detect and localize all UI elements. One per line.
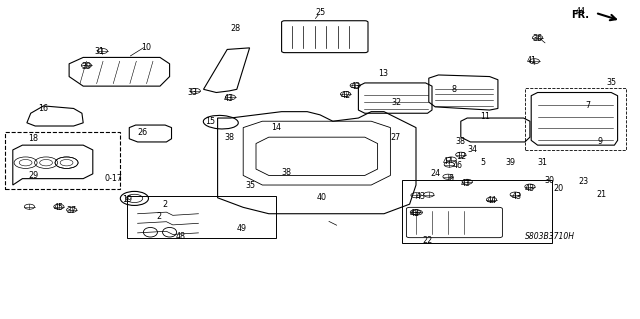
- Text: 12: 12: [456, 152, 466, 161]
- Text: 21: 21: [596, 190, 607, 199]
- Text: 5: 5: [481, 158, 486, 167]
- Text: 19: 19: [122, 195, 132, 204]
- Text: 30: 30: [544, 176, 554, 185]
- Text: 41: 41: [526, 56, 536, 65]
- Text: 39: 39: [506, 158, 516, 167]
- Text: 11: 11: [480, 112, 490, 121]
- Text: 43: 43: [416, 192, 426, 201]
- Text: 43: 43: [410, 209, 420, 218]
- Text: 35: 35: [246, 181, 256, 190]
- Text: 10: 10: [141, 43, 151, 52]
- Text: 43: 43: [512, 192, 522, 201]
- Text: 13: 13: [378, 69, 388, 78]
- Text: 38: 38: [282, 168, 292, 177]
- Text: 43: 43: [525, 184, 535, 193]
- Text: 26: 26: [137, 128, 147, 137]
- Text: 42: 42: [340, 91, 351, 100]
- Text: 18: 18: [28, 134, 38, 143]
- Text: 25: 25: [315, 8, 325, 17]
- Text: 0-17: 0-17: [105, 174, 123, 183]
- Text: 36: 36: [532, 34, 543, 43]
- Text: 8: 8: [452, 85, 457, 94]
- Text: 39: 39: [81, 63, 92, 71]
- Text: 28: 28: [230, 24, 241, 33]
- Text: 40: 40: [316, 193, 326, 202]
- Text: 38: 38: [456, 137, 466, 146]
- Text: 31: 31: [538, 158, 548, 167]
- Text: 44: 44: [486, 197, 497, 205]
- Text: 29: 29: [28, 171, 38, 180]
- Text: 20: 20: [553, 184, 563, 193]
- Text: 43: 43: [224, 94, 234, 103]
- Text: 38: 38: [224, 133, 234, 142]
- Text: 23: 23: [579, 177, 589, 186]
- Text: 44: 44: [576, 7, 586, 16]
- Text: 46: 46: [452, 161, 463, 170]
- Text: 2: 2: [163, 200, 168, 209]
- Text: 47: 47: [443, 157, 453, 166]
- Bar: [525, 88, 626, 150]
- Text: 43: 43: [461, 179, 471, 188]
- Text: 33: 33: [187, 88, 197, 97]
- Text: S803B3710H: S803B3710H: [525, 232, 575, 241]
- Text: 14: 14: [271, 123, 282, 132]
- Text: 7: 7: [585, 101, 590, 110]
- Text: 31: 31: [94, 47, 104, 56]
- Text: 32: 32: [392, 98, 402, 107]
- Text: FR.: FR.: [571, 10, 589, 20]
- Text: 22: 22: [422, 236, 433, 245]
- Text: 6: 6: [449, 174, 454, 183]
- Text: 15: 15: [205, 117, 215, 126]
- Text: 27: 27: [390, 133, 401, 142]
- Text: 34: 34: [467, 145, 477, 154]
- Text: 49: 49: [237, 224, 247, 233]
- Text: 48: 48: [175, 232, 186, 241]
- Text: 45: 45: [54, 203, 64, 212]
- Text: 37: 37: [67, 206, 77, 215]
- Text: 2: 2: [156, 212, 161, 221]
- Text: 16: 16: [38, 104, 49, 113]
- Text: 43: 43: [350, 82, 360, 91]
- Text: 35: 35: [606, 78, 616, 87]
- Text: 24: 24: [430, 169, 440, 178]
- Text: 9: 9: [598, 137, 603, 146]
